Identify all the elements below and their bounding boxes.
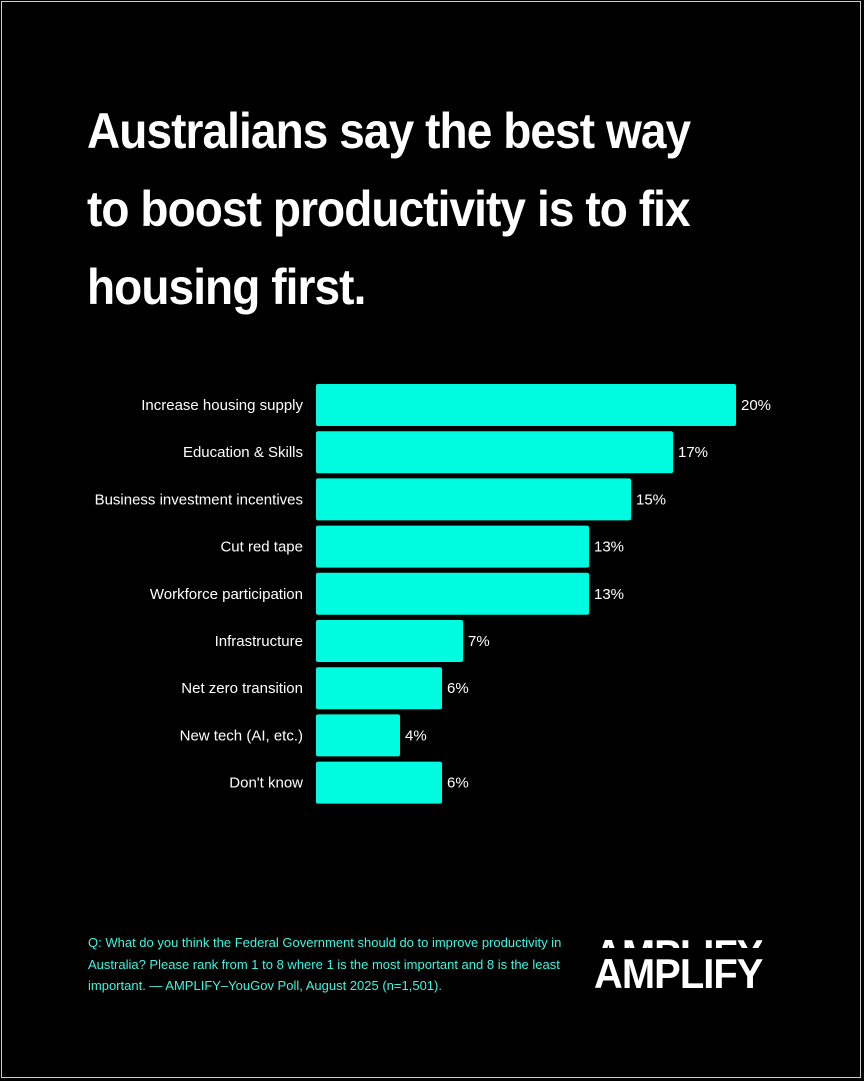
category-label: Infrastructure	[215, 633, 303, 650]
category-label: Net zero transition	[181, 680, 303, 697]
category-label: New tech (AI, etc.)	[180, 727, 303, 744]
category-label: Cut red tape	[220, 539, 303, 556]
value-label: 13%	[594, 539, 624, 556]
value-label: 20%	[741, 397, 771, 414]
category-label: Don't know	[229, 775, 303, 792]
bar	[316, 667, 442, 710]
value-label: 4%	[405, 727, 427, 744]
value-label: 17%	[678, 444, 708, 461]
bar	[316, 525, 589, 568]
bar-chart: Increase housing supply 20% Education & Sk…	[95, 384, 771, 804]
value-label: 13%	[594, 586, 624, 603]
bar	[316, 714, 400, 757]
bar	[316, 431, 673, 474]
value-label: 6%	[447, 680, 469, 697]
bar	[316, 761, 442, 804]
logo-text: AMPLIFY	[594, 950, 763, 997]
amplify-logo: AMPLIFY AMPLIFY	[594, 934, 784, 996]
bar	[316, 384, 736, 426]
bar	[316, 478, 631, 521]
survey-footnote: Q: What do you think the Federal Governm…	[88, 935, 562, 993]
bar	[316, 620, 463, 662]
value-label: 15%	[636, 491, 666, 508]
logo-echo-text: AMPLIFY	[594, 934, 762, 948]
chart-title: Australians say the best way to boost pr…	[87, 103, 691, 315]
category-label: Increase housing supply	[141, 397, 303, 414]
value-label: 6%	[447, 775, 469, 792]
category-label: Education & Skills	[183, 444, 303, 461]
value-label: 7%	[468, 633, 490, 650]
bar	[316, 572, 589, 615]
category-label: Workforce participation	[150, 586, 303, 603]
category-label: Business investment incentives	[95, 491, 303, 508]
